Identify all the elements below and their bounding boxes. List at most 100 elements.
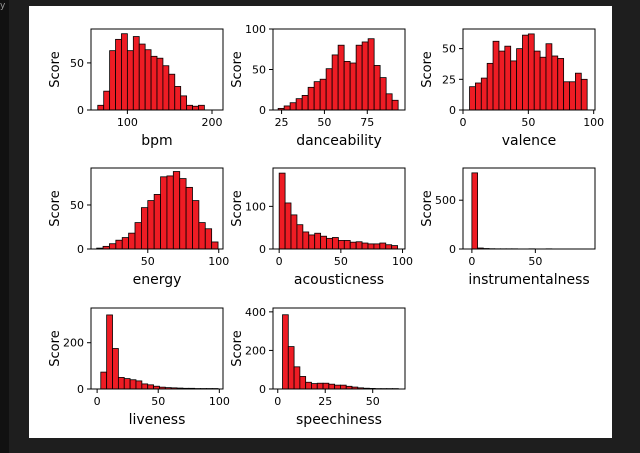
liveness-ytick-label: 0 (77, 383, 84, 396)
speechiness-xtick-label: 50 (366, 395, 380, 408)
speechiness-bar-5 (311, 383, 318, 390)
subplot-liveness: 0 50 100 0 200 liveness Score (48, 307, 230, 428)
valence-bar-4 (492, 40, 500, 111)
bpm-bar-14 (180, 95, 188, 111)
liveness-bar-0 (100, 371, 108, 390)
danceability-ytick-label: 0 (259, 104, 266, 117)
valence-bar-0 (469, 86, 476, 111)
acousticness-bar-13 (355, 241, 363, 250)
speechiness-bar-8 (328, 383, 336, 390)
valence-axes-frame (462, 28, 596, 111)
acousticness-bar-18 (385, 244, 393, 250)
danceability-bar-16 (373, 65, 381, 111)
acousticness-ytick-label: 0 (259, 243, 266, 256)
acousticness-bar-0 (278, 172, 286, 250)
energy-bar-16 (198, 222, 206, 250)
subplot-valence: 0 50 100 0 25 50 valence Score (420, 28, 604, 149)
energy-bar-9 (153, 194, 161, 250)
subplot-acousticness: 0 50 100 0 100 acousticness Score (230, 167, 413, 288)
acousticness-bar-19 (391, 245, 398, 250)
energy-ytick-label: 0 (77, 243, 84, 256)
energy-xlabel: energy (133, 272, 182, 288)
danceability-xlabel: danceability (296, 133, 382, 149)
danceability-bar-10 (337, 44, 345, 111)
bpm-bar-6 (132, 36, 140, 111)
danceability-ytick-label: 50 (252, 64, 266, 77)
liveness-xtick-label: 50 (151, 395, 165, 408)
valence-bar-19 (580, 78, 588, 111)
instrumentalness-ytick-label: 500 (435, 194, 456, 207)
valence-bar-11 (533, 50, 541, 111)
danceability-bar-5 (307, 86, 315, 111)
valence-xlabel: valence (502, 133, 557, 149)
valence-bar-3 (486, 62, 494, 111)
energy-bar-5 (128, 232, 136, 250)
instrumentalness-bar-0 (471, 172, 478, 250)
bpm-bar-9 (150, 55, 158, 111)
acousticness-bar-12 (349, 241, 357, 250)
acousticness-bar-2 (290, 214, 298, 250)
energy-bar-15 (192, 200, 200, 250)
speechiness-bar-2 (293, 366, 301, 390)
valence-bar-12 (539, 56, 547, 111)
acousticness-bar-10 (337, 240, 345, 250)
bpm-bar-10 (156, 57, 164, 111)
acousticness-xlabel: acousticness (294, 272, 384, 288)
bpm-xlabel: bpm (141, 133, 172, 149)
speechiness-xtick-label: 25 (318, 395, 332, 408)
acousticness-bar-5 (308, 234, 316, 250)
acousticness-ylabel: Score (230, 190, 245, 226)
instrumentalness-xlabel: instrumentalness (468, 272, 589, 288)
bpm-bar-13 (174, 86, 182, 111)
subplot-energy: 50 100 0 50 energy Score (48, 167, 229, 288)
bpm-bar-15 (186, 104, 193, 111)
valence-bar-9 (522, 34, 529, 111)
valence-ytick-label: 50 (442, 43, 456, 56)
acousticness-axes-frame (272, 167, 406, 250)
liveness-xtick-label: 100 (209, 395, 230, 408)
liveness-axes-frame (90, 307, 224, 390)
danceability-bar-4 (301, 95, 309, 111)
energy-axes-frame (90, 167, 224, 250)
energy-bar-18 (211, 241, 219, 250)
speechiness-bar-1 (287, 346, 295, 390)
valence-bar-7 (510, 60, 517, 111)
subplot-speechiness: 0 25 50 0 200 400 speechiness Score (230, 306, 406, 428)
energy-bar-6 (134, 222, 142, 250)
valence-bar-15 (557, 58, 565, 111)
speechiness-ylabel: Score (230, 330, 245, 366)
instrumentalness-xtick-label: 50 (528, 255, 542, 268)
energy-xtick-label: 100 (208, 255, 229, 268)
bpm-ylabel: Score (48, 51, 63, 87)
energy-bar-17 (204, 228, 213, 250)
acousticness-bar-17 (379, 242, 387, 250)
acousticness-xtick-label: 100 (392, 255, 413, 268)
valence-bar-2 (480, 77, 488, 111)
energy-bar-10 (160, 176, 168, 250)
energy-bar-7 (140, 207, 149, 250)
speechiness-bar-4 (305, 381, 312, 390)
speechiness-bar-10 (340, 384, 347, 390)
liveness-bar-1 (106, 314, 113, 390)
danceability-bar-1 (283, 105, 291, 111)
liveness-xlabel: liveness (129, 412, 186, 428)
energy-xtick-label: 50 (141, 255, 155, 268)
speechiness-axes-frame (272, 307, 406, 390)
speechiness-bar-7 (322, 382, 330, 390)
speechiness-ytick-label: 0 (259, 383, 266, 396)
bpm-bar-1 (103, 90, 111, 111)
danceability-bar-3 (295, 98, 303, 111)
instrumentalness-axes-frame (462, 167, 596, 250)
speechiness-xtick-label: 0 (274, 395, 281, 408)
instrumentalness-ytick-label: 0 (449, 243, 456, 256)
danceability-bar-17 (379, 77, 387, 111)
liveness-bar-5 (129, 379, 137, 390)
energy-ylabel: Score (48, 190, 63, 226)
acousticness-bar-16 (373, 243, 381, 250)
valence-bar-5 (498, 50, 506, 111)
energy-bar-8 (147, 200, 155, 250)
speechiness-ytick-label: 400 (245, 306, 266, 319)
acousticness-bar-4 (302, 231, 310, 250)
energy-bar-14 (185, 186, 193, 250)
